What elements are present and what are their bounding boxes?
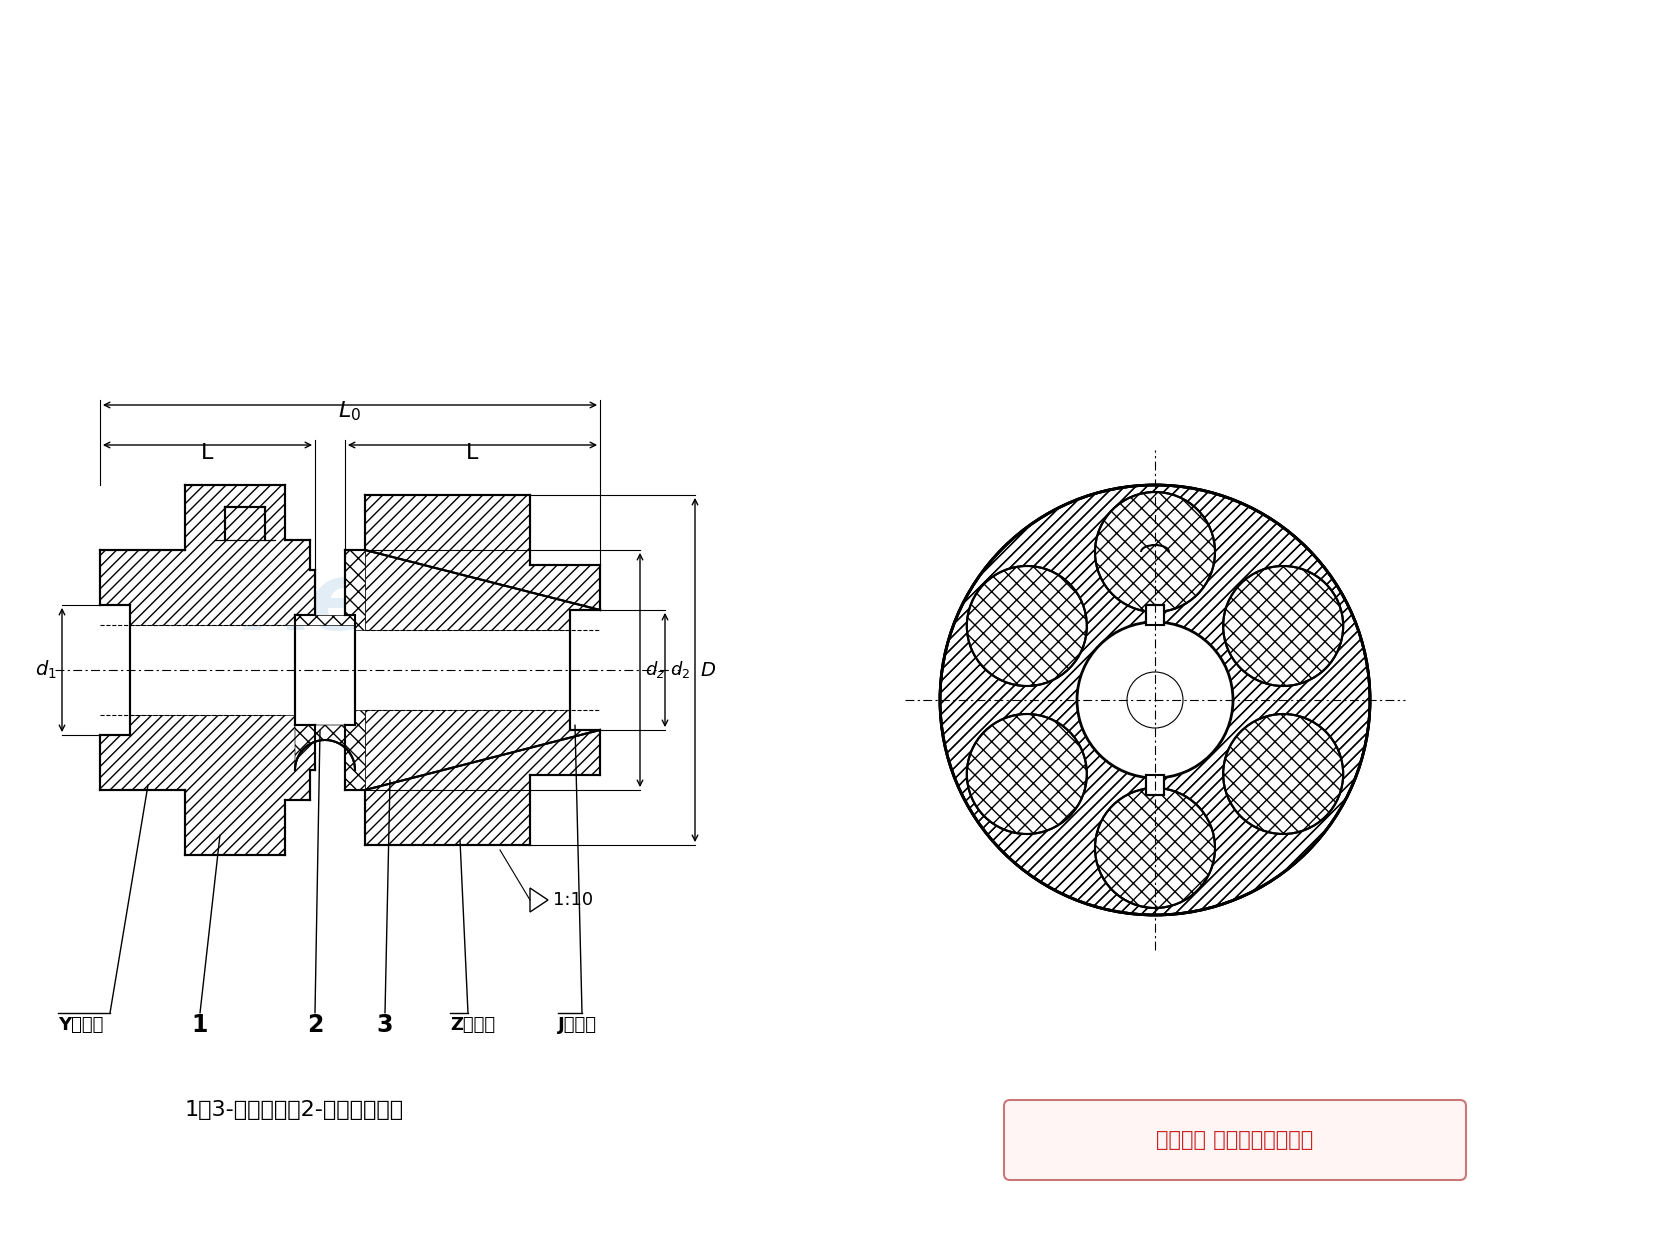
Polygon shape — [296, 724, 354, 770]
Circle shape — [966, 566, 1087, 685]
Text: 3: 3 — [376, 1013, 393, 1037]
Text: $d_1$: $d_1$ — [35, 659, 57, 682]
Text: L: L — [467, 444, 479, 462]
FancyBboxPatch shape — [1005, 1100, 1467, 1181]
Text: Reke: Reke — [240, 558, 496, 650]
Polygon shape — [365, 709, 600, 845]
Text: 1、3-半联轴器；2-梅花形弹性件: 1、3-半联轴器；2-梅花形弹性件 — [185, 1100, 405, 1120]
Polygon shape — [344, 709, 365, 790]
Circle shape — [1223, 714, 1344, 834]
Circle shape — [1095, 788, 1215, 908]
Circle shape — [1095, 491, 1215, 612]
Text: $D$: $D$ — [701, 660, 716, 679]
Text: L: L — [202, 444, 213, 462]
Text: Z型轴孔: Z型轴孔 — [450, 1016, 496, 1034]
Text: 2: 2 — [307, 1013, 323, 1037]
Text: $d_z$: $d_z$ — [645, 659, 665, 680]
Circle shape — [966, 714, 1087, 834]
Polygon shape — [344, 551, 365, 630]
Text: 版权所有 侵权必被严厉追究: 版权所有 侵权必被严厉追究 — [1156, 1130, 1314, 1150]
Bar — [1146, 775, 1164, 795]
Text: Reke: Reke — [1025, 598, 1280, 690]
Text: J型轴孔: J型轴孔 — [558, 1016, 596, 1034]
Bar — [1146, 605, 1164, 625]
Circle shape — [1077, 622, 1233, 777]
Text: 1:10: 1:10 — [553, 891, 593, 908]
Circle shape — [941, 485, 1369, 915]
Text: Y型轴孔: Y型轴孔 — [59, 1016, 104, 1034]
Polygon shape — [365, 495, 600, 630]
Polygon shape — [296, 615, 354, 625]
Circle shape — [1223, 566, 1344, 685]
Text: 1: 1 — [192, 1013, 208, 1037]
Polygon shape — [101, 485, 316, 625]
Text: $d_2$: $d_2$ — [670, 659, 690, 680]
Polygon shape — [101, 714, 316, 856]
Text: $L_0$: $L_0$ — [338, 399, 361, 423]
